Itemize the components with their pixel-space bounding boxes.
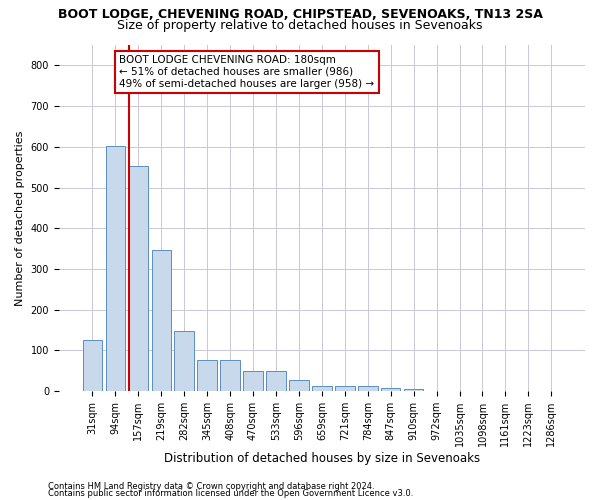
Bar <box>244 371 263 391</box>
Bar <box>335 386 355 391</box>
Bar <box>128 166 148 391</box>
Y-axis label: Number of detached properties: Number of detached properties <box>15 130 25 306</box>
Text: Contains public sector information licensed under the Open Government Licence v3: Contains public sector information licen… <box>48 489 413 498</box>
Text: Contains HM Land Registry data © Crown copyright and database right 2024.: Contains HM Land Registry data © Crown c… <box>48 482 374 491</box>
Bar <box>358 386 377 391</box>
Bar <box>175 332 194 391</box>
Text: BOOT LODGE CHEVENING ROAD: 180sqm
← 51% of detached houses are smaller (986)
49%: BOOT LODGE CHEVENING ROAD: 180sqm ← 51% … <box>119 56 374 88</box>
Bar <box>152 250 171 391</box>
X-axis label: Distribution of detached houses by size in Sevenoaks: Distribution of detached houses by size … <box>164 452 480 465</box>
Bar <box>83 340 102 391</box>
Bar <box>404 389 424 391</box>
Text: BOOT LODGE, CHEVENING ROAD, CHIPSTEAD, SEVENOAKS, TN13 2SA: BOOT LODGE, CHEVENING ROAD, CHIPSTEAD, S… <box>58 8 542 20</box>
Bar <box>381 388 400 391</box>
Bar <box>312 386 332 391</box>
Bar <box>220 360 240 391</box>
Bar <box>266 371 286 391</box>
Bar <box>106 146 125 391</box>
Bar <box>197 360 217 391</box>
Bar <box>289 380 308 391</box>
Text: Size of property relative to detached houses in Sevenoaks: Size of property relative to detached ho… <box>117 18 483 32</box>
